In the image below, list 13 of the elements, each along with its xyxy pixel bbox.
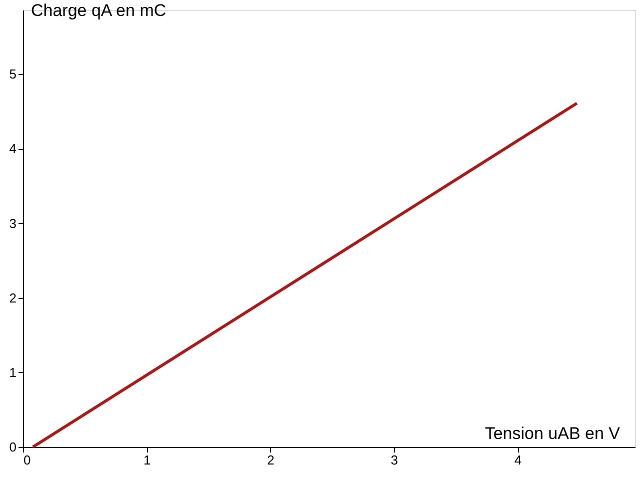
y-axis-title: Charge qA en mC [31, 1, 166, 20]
y-tick-label: 4 [9, 141, 16, 156]
y-tick-label: 2 [9, 290, 16, 306]
y-tick-label: 0 [9, 440, 16, 454]
x-tick-label: 1 [144, 452, 151, 468]
y-tick-label: 5 [9, 66, 16, 82]
x-tick-label: 2 [267, 452, 274, 468]
x-tick-label: 0 [24, 452, 31, 468]
x-tick-label: 4 [514, 452, 522, 468]
y-tick-label: 3 [9, 216, 16, 231]
x-tick-label: 3 [390, 452, 398, 468]
y-tick-label: 1 [9, 364, 16, 380]
x-axis-title: Tension uAB en V [484, 424, 621, 443]
